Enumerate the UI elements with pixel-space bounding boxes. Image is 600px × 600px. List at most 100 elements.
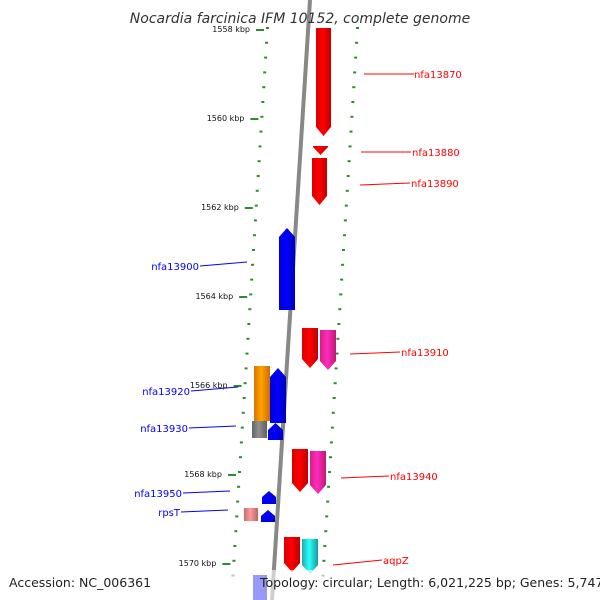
tick-mark (330, 426, 334, 429)
tick-mark (355, 41, 359, 44)
tick-mark (353, 71, 357, 74)
gene-label-nfa13900[interactable]: nfa13900 (151, 262, 199, 273)
ruler-label: 1560 kbp (207, 114, 245, 123)
gene-label-nfa13920[interactable]: nfa13920 (142, 387, 190, 398)
tick-mark (244, 367, 248, 370)
tick-mark (242, 397, 246, 399)
tick-mark (248, 308, 252, 311)
tick-mark (238, 471, 242, 473)
tick-mark (336, 337, 340, 340)
feature-track (284, 28, 336, 574)
ruler-label: 1570 kbp (179, 559, 217, 568)
ruler-tick (233, 385, 242, 387)
gene-label-nfa13880[interactable]: nfa13880 (412, 148, 460, 159)
feature-track-front (244, 228, 295, 600)
callout-line (190, 386, 239, 392)
tick-mark (323, 545, 327, 547)
tick-mark (245, 352, 249, 355)
tick-mark (258, 145, 262, 148)
tick-mark (343, 219, 347, 222)
tick-mark (238, 456, 242, 459)
ruler-label: 1566 kbp (190, 381, 228, 390)
ruler-tick (227, 474, 236, 476)
tick-mark (249, 293, 253, 296)
callout-line (180, 509, 229, 513)
tick-mark (346, 175, 350, 177)
tick-mark (252, 249, 256, 251)
tick-mark (354, 56, 358, 59)
ruler-label: 1562 kbp (201, 203, 239, 212)
tick-mark (233, 545, 237, 547)
tick-mark (342, 234, 346, 237)
gene-label-nfa13940[interactable]: nfa13940 (390, 472, 438, 483)
nfa13890-glyph[interactable] (312, 158, 327, 205)
rpsT-salmon-glyph[interactable] (244, 508, 258, 521)
tick-mark (234, 530, 238, 533)
tick-mark (235, 515, 239, 518)
ruler-label: 1564 kbp (195, 292, 233, 301)
callout-line (349, 351, 401, 355)
aqpZ-a-glyph[interactable] (284, 537, 300, 572)
tick-mark (255, 189, 259, 192)
gene-label-nfa13930[interactable]: nfa13930 (140, 424, 188, 435)
nfa13880-glyph[interactable] (313, 146, 328, 155)
callout-line (199, 261, 248, 267)
tick-mark (257, 160, 261, 163)
tick-mark (259, 130, 263, 133)
tick-mark (237, 485, 241, 488)
nfa13950-glyph[interactable] (262, 491, 276, 504)
tick-mark (256, 175, 260, 177)
gene-label-aqpZ[interactable]: aqpZ (383, 556, 409, 567)
tick-mark (329, 441, 333, 444)
callout-line (188, 425, 237, 429)
tick-mark (241, 411, 245, 414)
gene-label-nfa13910[interactable]: nfa13910 (401, 348, 449, 359)
nfa13900-glyph[interactable] (279, 228, 295, 310)
tick-mark (247, 323, 251, 325)
ruler-label: 1558 kbp (212, 25, 250, 34)
nfa13910-a-glyph[interactable] (302, 328, 318, 368)
nfa13920-glyph[interactable] (270, 368, 286, 423)
rpsT-glyph[interactable] (261, 510, 275, 522)
tick-mark (344, 204, 348, 207)
tick-mark (327, 485, 331, 488)
tick-mark (262, 86, 266, 89)
nfa13910-b-glyph[interactable] (320, 330, 336, 370)
tick-mark (326, 500, 330, 503)
tick-mark (331, 411, 335, 414)
tick-mark (252, 234, 256, 237)
gene-label-nfa13890[interactable]: nfa13890 (411, 179, 459, 190)
tick-mark (352, 86, 356, 89)
gene-label-nfa13870[interactable]: nfa13870 (414, 70, 462, 81)
tick-mark (260, 115, 264, 118)
tick-mark (250, 278, 254, 281)
tick-mark (265, 41, 269, 44)
tick-mark (335, 352, 339, 355)
aqpZ-b-glyph[interactable] (302, 539, 318, 574)
tick-mark (351, 101, 355, 103)
nfa13930-gray-glyph[interactable] (252, 421, 267, 438)
tick-mark (341, 263, 345, 266)
nfa13940-a-glyph[interactable] (292, 449, 308, 492)
tick-mark (347, 160, 351, 163)
tick-mark (324, 530, 328, 533)
tick-mark (348, 145, 352, 148)
nfa13870-glyph[interactable] (316, 28, 331, 136)
tick-mark (236, 500, 240, 503)
ruler-tick (222, 563, 231, 565)
callout-line (359, 182, 411, 186)
ruler-tick (244, 207, 253, 209)
tick-mark (261, 101, 265, 103)
tick-mark (349, 130, 353, 133)
ruler-tick (239, 296, 248, 298)
nfa13940-b-glyph[interactable] (310, 451, 326, 494)
gene-label-rpsT[interactable]: rpsT (158, 508, 181, 519)
tick-mark (322, 559, 326, 562)
gene-label-nfa13950[interactable]: nfa13950 (134, 489, 182, 500)
ruler: 1558 kbp 1560 kbp 1562 kbp 1564 kbp 1566 kbp… (179, 25, 264, 568)
callout-line (182, 490, 231, 494)
nfa13920-orange-glyph[interactable] (254, 366, 270, 421)
tick-mark (325, 515, 329, 518)
tick-mark (232, 559, 236, 562)
nfa13930-glyph[interactable] (268, 423, 283, 440)
